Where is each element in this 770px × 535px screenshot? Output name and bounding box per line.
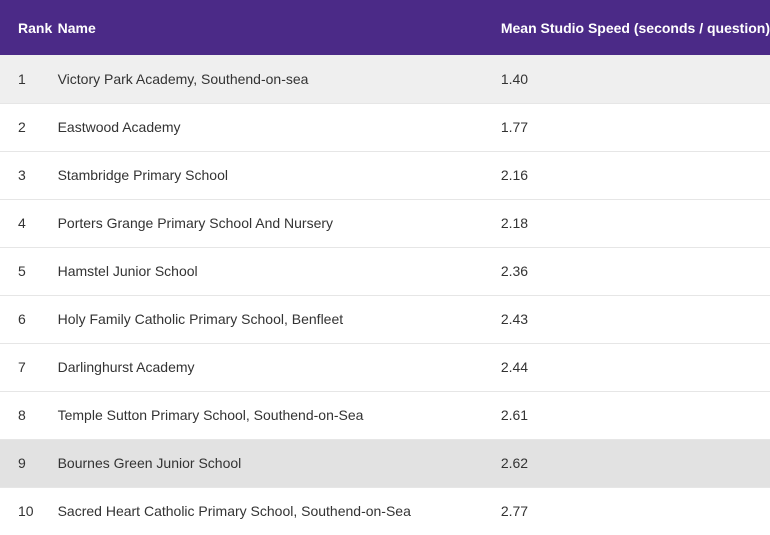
header-name: Name — [57, 19, 96, 36]
speed-cell: 2.61 — [500, 407, 529, 423]
name-cell: Victory Park Academy, Southend-on-sea — [57, 70, 309, 87]
name-cell: Bournes Green Junior School — [57, 455, 242, 471]
name-cell: Eastwood Academy — [57, 119, 181, 135]
rank-cell: 10 — [18, 503, 34, 520]
rank-cell: 8 — [18, 407, 26, 423]
table-row: 2 Eastwood Academy 1.77 — [0, 103, 770, 151]
table-row: 8 Temple Sutton Primary School, Southend… — [0, 391, 770, 439]
name-cell: Temple Sutton Primary School, Southend-o… — [57, 407, 364, 423]
table-row: 9 Bournes Green Junior School 2.62 — [0, 439, 770, 487]
table-row: 3 Stambridge Primary School 2.16 — [0, 151, 770, 199]
speed-cell: 2.44 — [500, 359, 529, 375]
speed-cell: 2.43 — [500, 311, 529, 327]
speed-cell: 1.40 — [500, 70, 529, 87]
name-cell: Holy Family Catholic Primary School, Ben… — [57, 311, 344, 327]
table-row: 7 Darlinghurst Academy 2.44 — [0, 343, 770, 391]
table-row: 1 Victory Park Academy, Southend-on-sea … — [0, 55, 770, 103]
name-cell: Sacred Heart Catholic Primary School, So… — [57, 503, 411, 520]
speed-cell: 2.16 — [500, 167, 529, 183]
rank-cell: 1 — [18, 70, 26, 87]
rank-cell: 5 — [18, 263, 26, 279]
rank-cell: 2 — [18, 119, 26, 135]
table-row: 4 Porters Grange Primary School And Nurs… — [0, 199, 770, 247]
speed-cell: 2.62 — [500, 455, 529, 471]
rank-cell: 4 — [18, 215, 26, 231]
speed-cell: 1.77 — [500, 119, 529, 135]
header-rank: Rank — [18, 19, 53, 36]
header-speed: Mean Studio Speed (seconds / question) — [500, 19, 770, 36]
name-cell: Darlinghurst Academy — [57, 359, 195, 375]
rank-cell: 3 — [18, 167, 26, 183]
name-cell: Stambridge Primary School — [57, 167, 228, 183]
table-header-row: Rank Name Mean Studio Speed (seconds / q… — [0, 0, 770, 55]
name-cell: Hamstel Junior School — [57, 263, 198, 279]
speed-cell: 2.36 — [500, 263, 529, 279]
rank-cell: 9 — [18, 455, 26, 471]
rank-cell: 6 — [18, 311, 26, 327]
speed-cell: 2.18 — [500, 215, 529, 231]
rank-cell: 7 — [18, 359, 26, 375]
table-row: 5 Hamstel Junior School 2.36 — [0, 247, 770, 295]
name-cell: Porters Grange Primary School And Nurser… — [57, 215, 334, 231]
speed-cell: 2.77 — [500, 503, 529, 520]
table-row: 6 Holy Family Catholic Primary School, B… — [0, 295, 770, 343]
table-row: 10 Sacred Heart Catholic Primary School,… — [0, 487, 770, 535]
